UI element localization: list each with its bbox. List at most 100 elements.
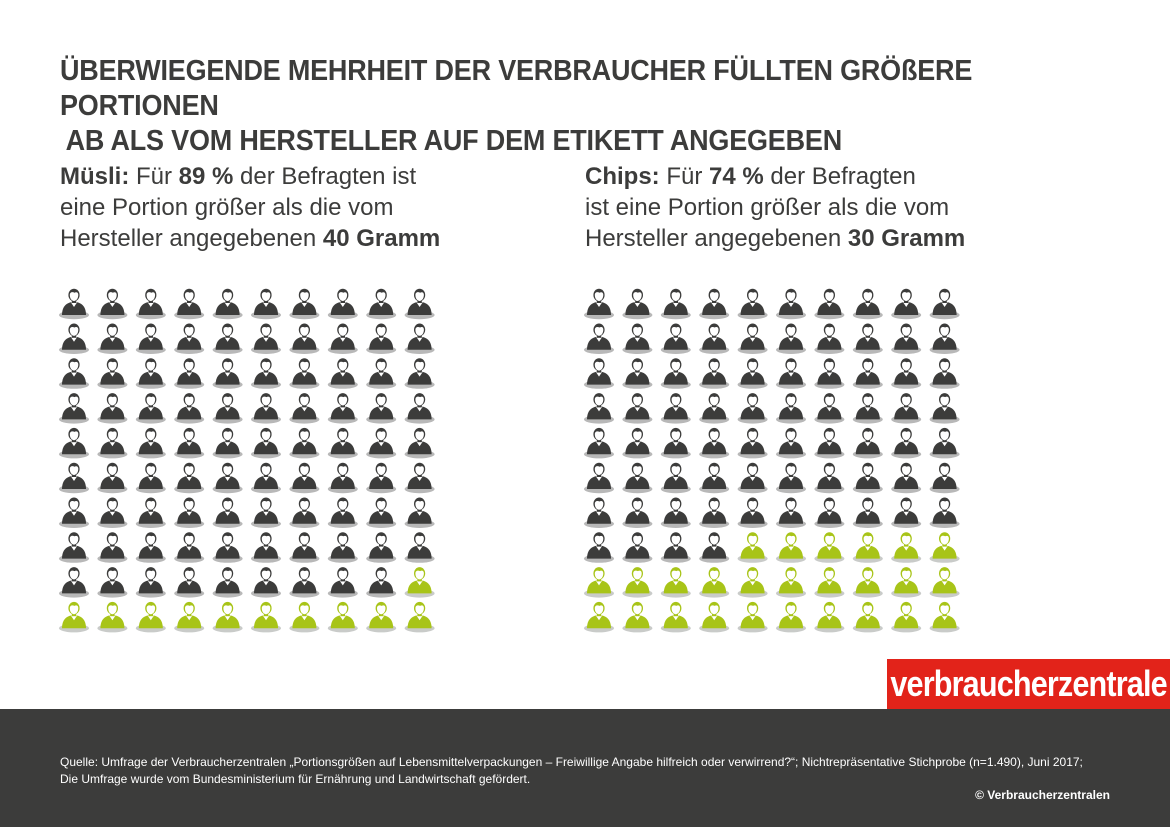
source-note: Quelle: Umfrage der Verbraucherzentralen…	[60, 754, 1120, 788]
person-icon-larger-portion	[212, 427, 243, 459]
person-icon-larger-portion	[737, 288, 768, 320]
person-icon-larger-portion	[660, 358, 691, 389]
muesli-subtitle: Müsli: Für 89 % der Befragten ist eine P…	[60, 161, 520, 254]
person-icon-other	[135, 601, 166, 633]
footer: Quelle: Umfrage der Verbraucherzentralen…	[0, 709, 1170, 827]
person-icon-larger-portion	[59, 288, 89, 320]
person-icon-larger-portion	[622, 462, 653, 494]
person-icon-larger-portion	[135, 393, 166, 424]
person-icon-larger-portion	[366, 532, 397, 563]
copyright: © Verbraucherzentralen	[975, 788, 1110, 802]
person-icon-larger-portion	[404, 358, 435, 389]
person-icon-larger-portion	[366, 323, 397, 354]
person-icon-larger-portion	[212, 462, 243, 494]
person-icon-other	[776, 567, 806, 598]
brand-logo: verbraucherzentrale	[887, 659, 1170, 709]
person-icon-larger-portion	[929, 393, 960, 424]
person-icon-larger-portion	[891, 288, 922, 320]
person-icon-larger-portion	[327, 462, 358, 494]
person-icon-other	[891, 532, 922, 563]
person-icon-larger-portion	[929, 462, 960, 494]
person-icon-other	[776, 601, 806, 633]
muesli-grams: 40 Gramm	[322, 225, 441, 252]
person-icon-larger-portion	[584, 358, 614, 389]
person-icon-larger-portion	[404, 497, 435, 528]
person-icon-larger-portion	[622, 427, 653, 459]
person-icon-larger-portion	[699, 358, 730, 389]
muesli-percent: 89 %	[178, 163, 234, 190]
person-icon-larger-portion	[852, 323, 883, 354]
person-icon-larger-portion	[737, 462, 768, 494]
person-icon-other	[737, 532, 768, 563]
person-icon-larger-portion	[174, 393, 205, 424]
person-icon-other	[814, 532, 845, 563]
muesli-text-mid: der Befragten ist	[233, 163, 417, 190]
person-icon-larger-portion	[891, 393, 922, 424]
chips-text-mid: der Befragten	[763, 163, 916, 190]
chips-text-line2: ist eine Portion größer als die vom	[585, 194, 950, 221]
chips-percent: 74 %	[709, 163, 764, 190]
person-icon-larger-portion	[289, 462, 320, 494]
muesli-text-pre: Für	[129, 163, 179, 190]
person-icon-larger-portion	[852, 497, 883, 528]
person-icon-larger-portion	[289, 288, 320, 320]
person-icon-other	[174, 601, 205, 633]
muesli-pictogram	[59, 288, 435, 633]
person-icon-larger-portion	[699, 427, 730, 459]
person-icon-larger-portion	[327, 288, 358, 320]
person-icon-larger-portion	[404, 462, 435, 494]
person-icon-larger-portion	[404, 323, 435, 354]
person-icon-larger-portion	[891, 497, 922, 528]
person-icon-larger-portion	[366, 427, 397, 459]
person-icon-larger-portion	[135, 497, 166, 528]
person-icon-larger-portion	[852, 358, 883, 389]
person-icon-larger-portion	[135, 532, 166, 563]
person-icon-other	[622, 601, 653, 633]
person-icon-larger-portion	[929, 323, 960, 354]
person-icon-larger-portion	[289, 427, 320, 459]
source-line-2: Die Umfrage wurde vom Bundesministerium …	[60, 772, 531, 786]
person-icon-larger-portion	[776, 323, 806, 354]
person-icon-larger-portion	[737, 427, 768, 459]
person-icon-larger-portion	[212, 288, 243, 320]
person-icon-other	[327, 601, 358, 633]
person-icon-larger-portion	[776, 393, 806, 424]
person-icon-other	[891, 601, 922, 633]
person-icon-larger-portion	[289, 393, 320, 424]
person-icon-larger-portion	[404, 427, 435, 459]
person-icon-larger-portion	[174, 358, 205, 389]
person-icon-larger-portion	[699, 497, 730, 528]
person-icon-larger-portion	[366, 288, 397, 320]
person-icon-other	[814, 601, 845, 633]
person-icon-larger-portion	[59, 532, 89, 563]
person-icon-larger-portion	[97, 288, 128, 320]
person-icon-other	[737, 601, 768, 633]
person-icon-other	[814, 567, 845, 598]
person-icon-larger-portion	[404, 532, 435, 563]
person-icon-other	[699, 601, 730, 633]
person-icon-larger-portion	[929, 497, 960, 528]
person-icon-larger-portion	[852, 462, 883, 494]
chips-text-pre: Für	[659, 163, 710, 190]
muesli-text-line2: eine Portion größer als die vom	[60, 194, 394, 221]
person-icon-other	[776, 532, 806, 563]
person-icon-larger-portion	[289, 358, 320, 389]
person-icon-larger-portion	[622, 323, 653, 354]
person-icon-other	[584, 567, 614, 598]
person-icon-other	[289, 601, 320, 633]
person-icon-larger-portion	[366, 567, 397, 598]
person-icon-larger-portion	[737, 358, 768, 389]
person-icon-larger-portion	[814, 497, 845, 528]
person-icon-larger-portion	[622, 393, 653, 424]
person-icon-other	[891, 567, 922, 598]
person-icon-larger-portion	[59, 567, 89, 598]
person-icon-other	[929, 567, 960, 598]
person-icon-larger-portion	[97, 462, 128, 494]
person-icon-other	[660, 567, 691, 598]
chips-grams: 30 Gramm	[847, 225, 966, 252]
person-icon-other	[852, 601, 883, 633]
person-icon-larger-portion	[251, 427, 281, 459]
person-icon-larger-portion	[251, 323, 281, 354]
person-icon-larger-portion	[699, 393, 730, 424]
title-line-1: ÜBERWIEGENDE MEHRHEIT DER VERBRAUCHER FÜ…	[60, 55, 973, 122]
